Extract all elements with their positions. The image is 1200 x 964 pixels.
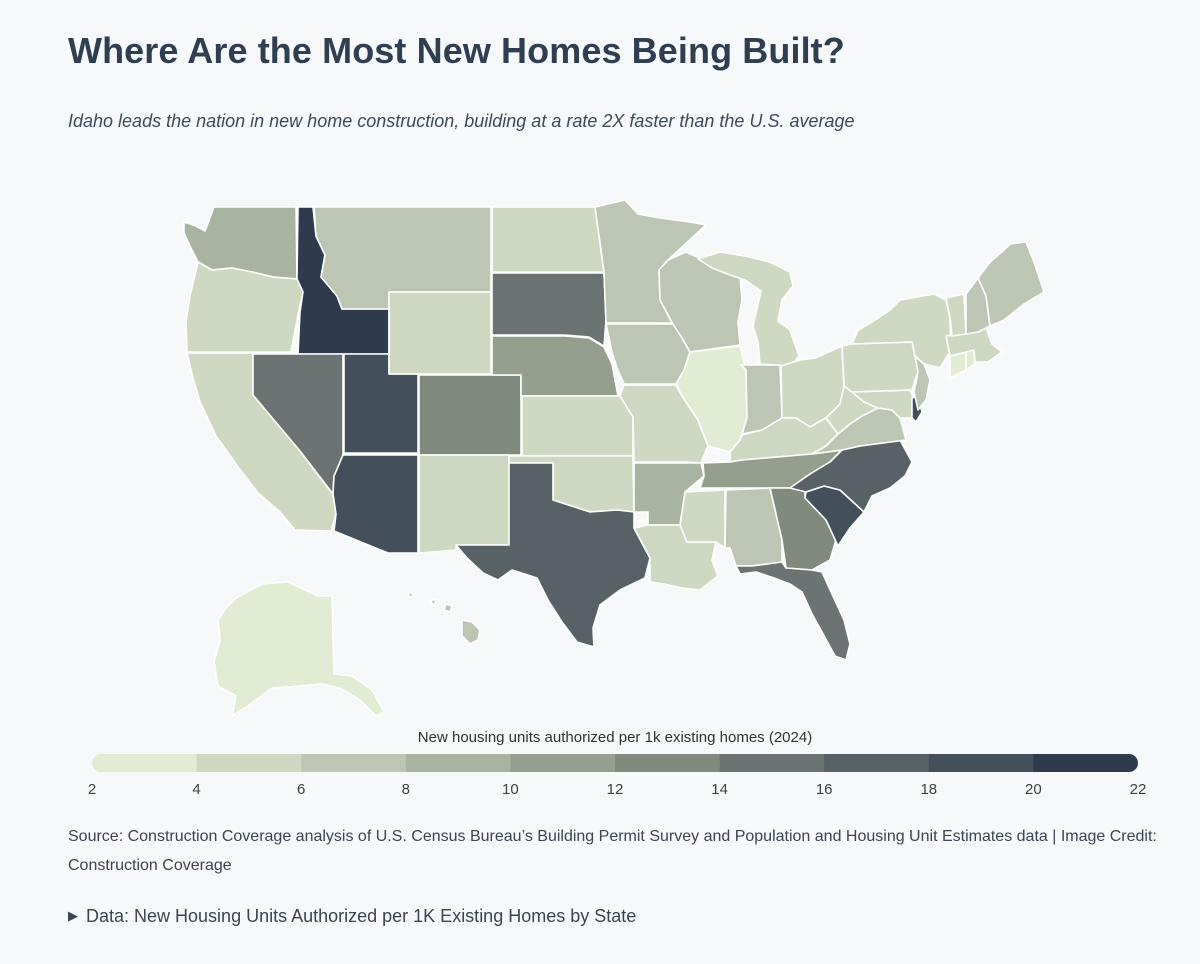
- legend-title: New housing units authorized per 1k exis…: [417, 729, 813, 746]
- legend-tick-label: 20: [1025, 781, 1042, 798]
- legend-tick-label: 14: [711, 781, 728, 798]
- legend-tick-label: 22: [1130, 781, 1147, 798]
- legend-swatch: [719, 754, 825, 772]
- state-vt[interactable]: [945, 293, 967, 337]
- state-az[interactable]: [332, 454, 419, 554]
- source-note: Source: Construction Coverage analysis o…: [68, 828, 1157, 874]
- legend-swatch: [1033, 754, 1138, 772]
- state-nd[interactable]: [491, 206, 605, 273]
- legend-swatch: [510, 754, 616, 772]
- state-ks[interactable]: [521, 395, 634, 457]
- state-ia[interactable]: [605, 323, 691, 385]
- data-table-toggle-label: Data: New Housing Units Authorized per 1…: [86, 906, 637, 926]
- state-mt[interactable]: [313, 206, 492, 310]
- state-nm[interactable]: [418, 454, 510, 554]
- state-ak[interactable]: [213, 581, 385, 717]
- legend-swatch: [301, 754, 407, 772]
- state-nj[interactable]: [913, 355, 931, 411]
- state-md[interactable]: [851, 389, 916, 419]
- legend-tick-label: 8: [402, 781, 410, 798]
- legend-tick-label: 18: [920, 781, 937, 798]
- legend-swatch: [615, 754, 721, 772]
- state-fl[interactable]: [735, 561, 851, 661]
- legend-swatch: [928, 754, 1034, 772]
- us-choropleth-map: [183, 199, 1045, 717]
- legend-tick-label: 2: [88, 781, 96, 798]
- state-wy[interactable]: [388, 291, 492, 375]
- page-title: Where Are the Most New Homes Being Built…: [68, 30, 845, 71]
- state-tx[interactable]: [455, 462, 651, 648]
- state-ga[interactable]: [769, 487, 837, 571]
- legend-swatch: [824, 754, 930, 772]
- state-me[interactable]: [977, 241, 1045, 327]
- legend-swatch: [405, 754, 511, 772]
- color-legend: 2 4 6 8 10 12 14 16 18 20 22: [88, 754, 1146, 798]
- triangle-right-icon: ▶: [68, 908, 78, 923]
- legend-tick-label: 4: [192, 781, 200, 798]
- state-sd[interactable]: [491, 272, 607, 347]
- state-ne[interactable]: [491, 335, 619, 397]
- state-pa[interactable]: [841, 341, 921, 393]
- state-co[interactable]: [418, 374, 522, 456]
- legend-swatch: [92, 754, 198, 772]
- state-ms[interactable]: [679, 489, 726, 549]
- page-subtitle: Idaho leads the nation in new home const…: [68, 111, 855, 131]
- legend-tick-label: 6: [297, 781, 305, 798]
- state-mi[interactable]: [697, 251, 800, 367]
- state-hi[interactable]: [407, 591, 481, 645]
- legend-tick-label: 10: [502, 781, 519, 798]
- legend-tick-label: 16: [816, 781, 833, 798]
- legend-swatch: [196, 754, 302, 772]
- data-table-toggle[interactable]: ▶ Data: New Housing Units Authorized per …: [68, 906, 636, 927]
- legend-tick-label: 12: [607, 781, 624, 798]
